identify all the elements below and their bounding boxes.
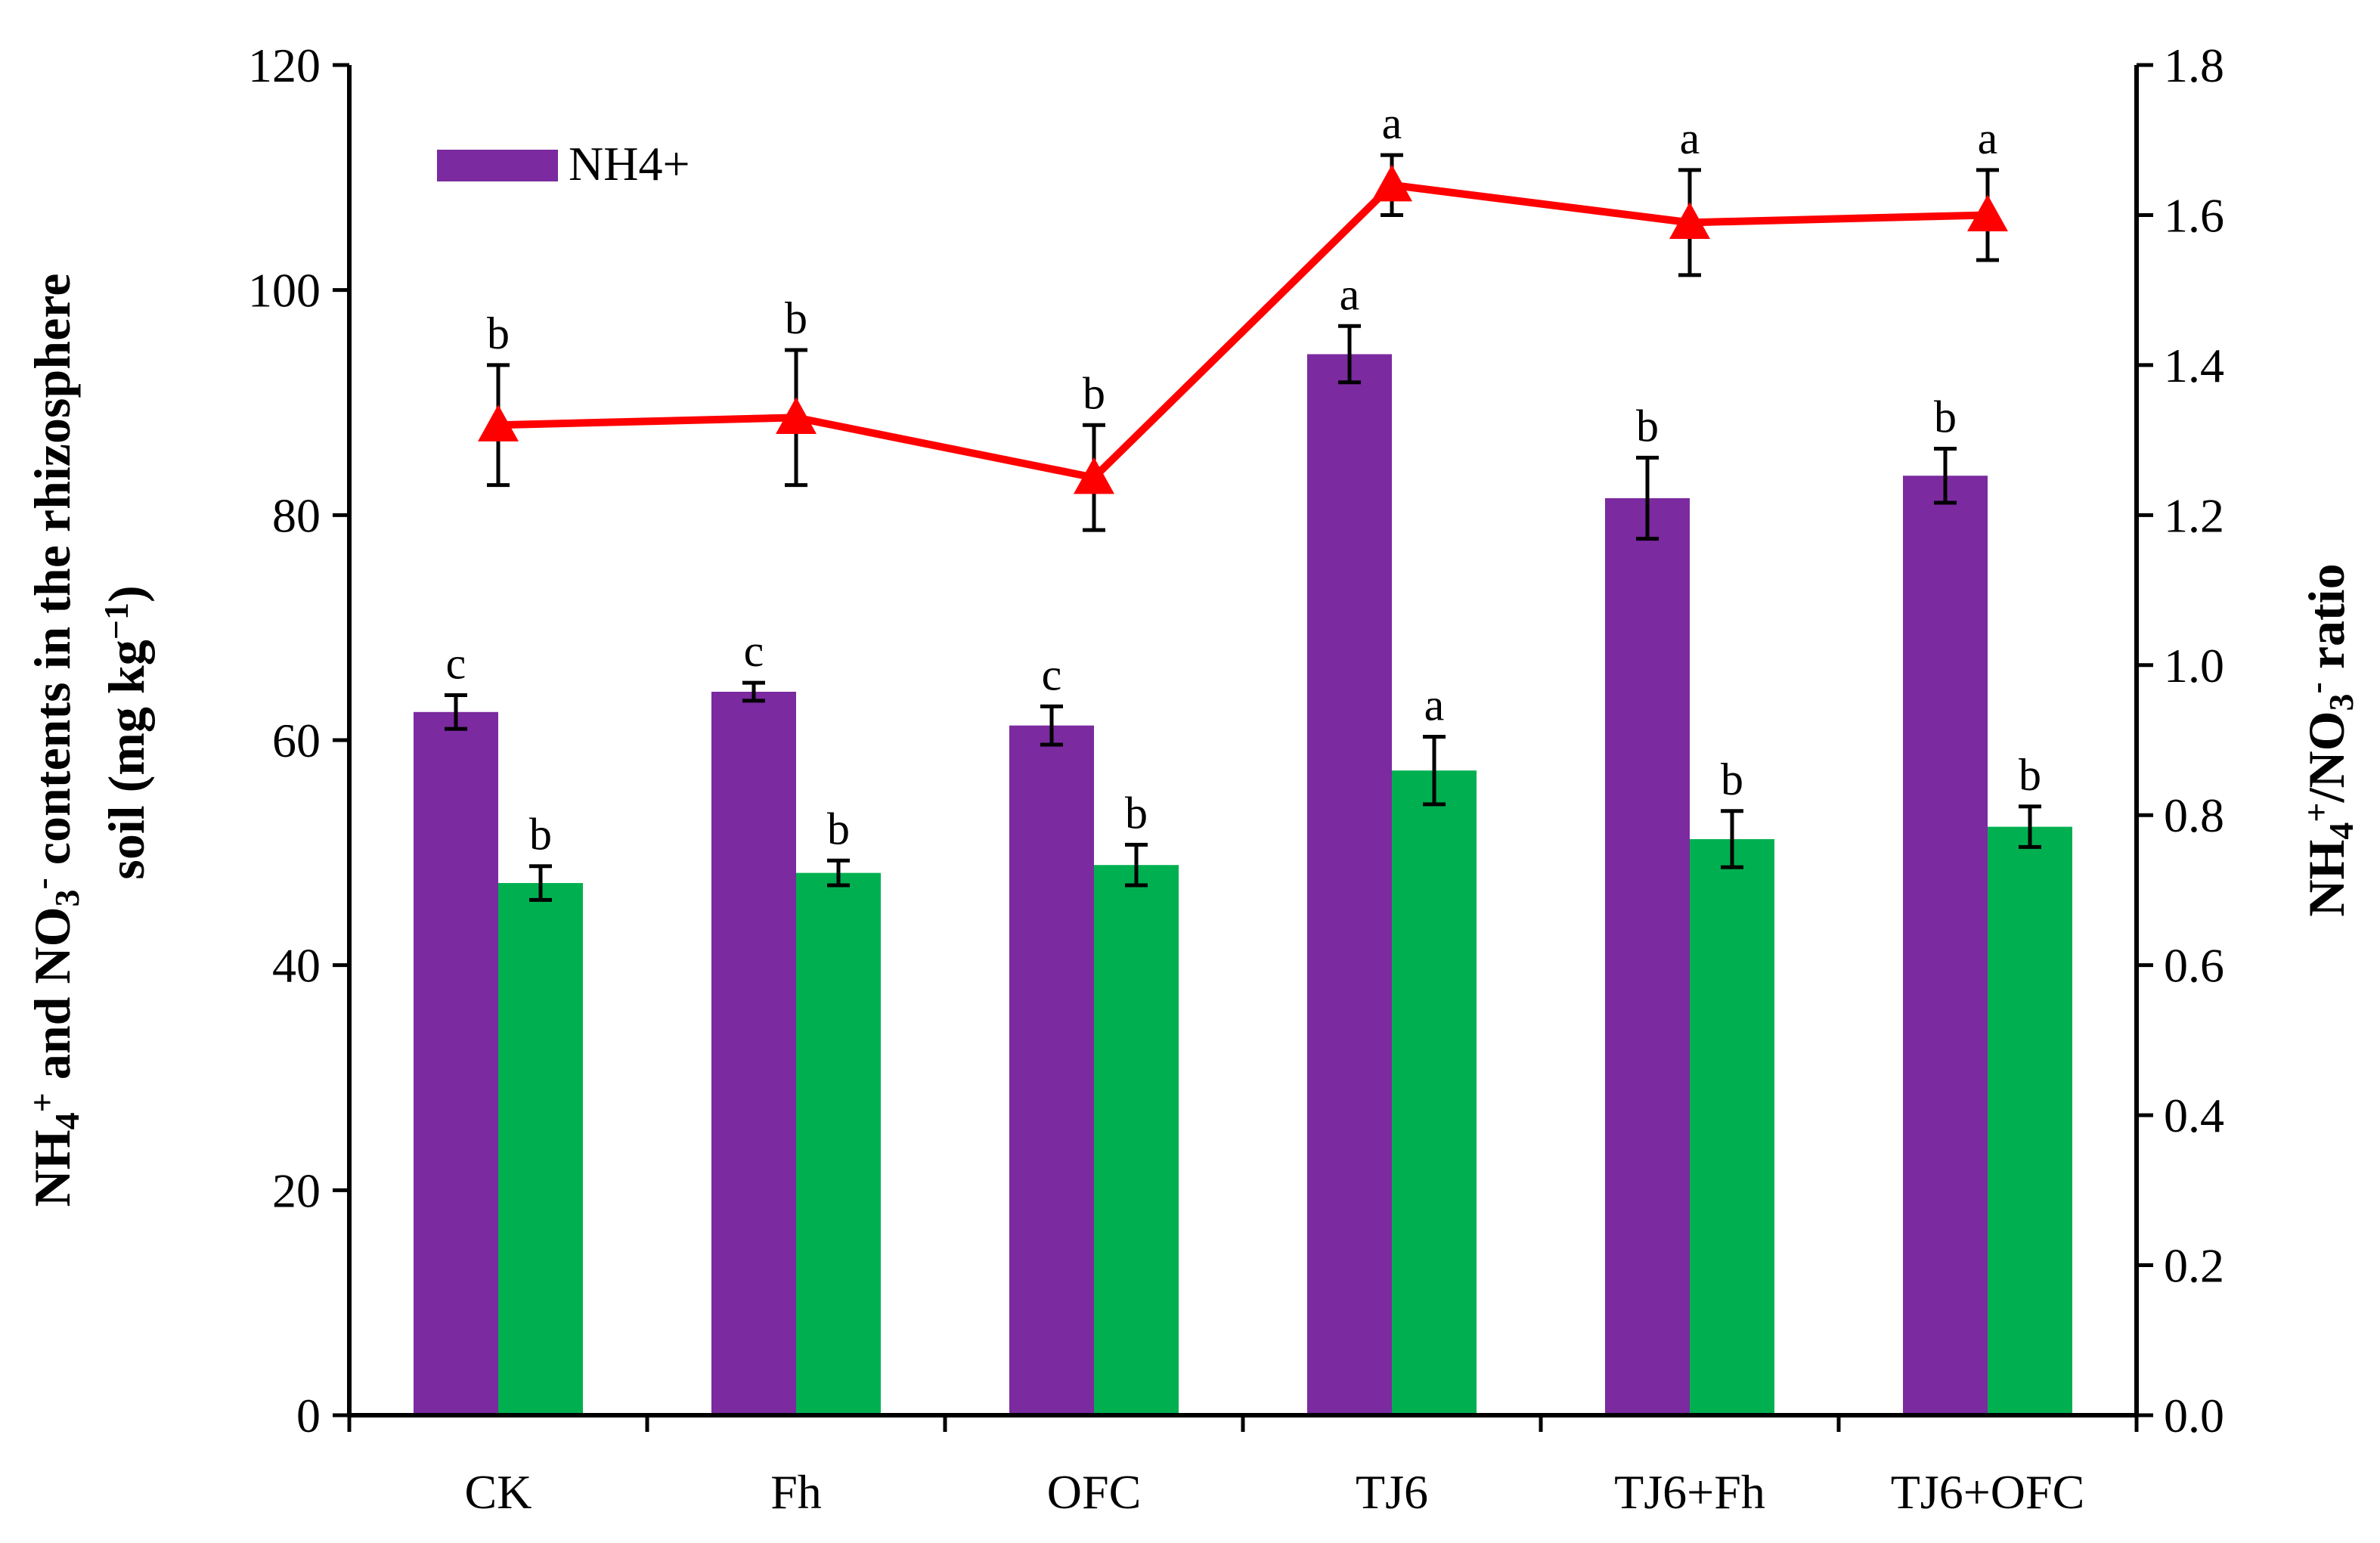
bar-nh4-ck	[414, 711, 498, 1415]
axis-title-part: soil (mg kg	[98, 640, 155, 879]
sig-label-ratio-tj6-fh: a	[1680, 113, 1700, 163]
axis-title-part: and NO	[23, 907, 81, 1093]
sig-label-nh4-tj6: a	[1340, 269, 1360, 319]
axis-title-part: -	[23, 878, 61, 889]
sig-label-no3-ofc: b	[1125, 788, 1148, 838]
y-left-tick-label-120: 120	[248, 39, 321, 92]
axis-title-part: )	[98, 585, 155, 603]
ratio-line	[497, 181, 1988, 482]
bar-no3-tj6-ofc	[1988, 826, 2072, 1415]
sig-label-ratio-fh: b	[785, 293, 807, 343]
y-left-tick-label-40: 40	[272, 939, 321, 993]
x-tick-label-tj6-ofc: TJ6+OFC	[1891, 1465, 2085, 1519]
axis-title-part: 4	[2322, 823, 2360, 840]
axis-title-part: NH	[23, 1129, 81, 1207]
x-tick-label-tj6-fh: TJ6+Fh	[1614, 1465, 1765, 1519]
bars-layer	[414, 324, 2072, 1416]
y-right-tick-label-0-6: 0.6	[2164, 939, 2224, 993]
axis-title-part: 4	[48, 1112, 86, 1129]
sig-label-no3-tj6-fh: b	[1721, 754, 1743, 804]
bar-no3-tj6	[1392, 770, 1477, 1415]
axis-title-part: NH	[2298, 840, 2355, 917]
sig-label-nh4-ofc: c	[1042, 649, 1062, 699]
axis-title-part: 3	[48, 890, 86, 907]
x-tick-label-ofc: OFC	[1047, 1465, 1142, 1519]
y-right-tick-label-0-0: 0.0	[2164, 1389, 2224, 1442]
sig-label-no3-ck: b	[529, 810, 552, 860]
bar-no3-fh	[796, 872, 881, 1415]
bar-no3-ck	[498, 883, 583, 1415]
bar-nh4-tj6-fh	[1605, 498, 1690, 1416]
y-right-tick-label-0-2: 0.2	[2164, 1239, 2224, 1293]
ratio-line-layer	[478, 153, 2008, 532]
sig-label-nh4-ck: c	[446, 638, 466, 688]
bar-nh4-fh	[711, 692, 796, 1415]
legend-swatch-nh4	[437, 150, 558, 181]
sig-label-no3-tj6-ofc: b	[2019, 750, 2041, 800]
y-axis-right-title: NH4+/NO3- ratio	[2297, 563, 2360, 916]
y-left-tick-label-20: 20	[272, 1163, 321, 1217]
sig-label-no3-tj6: a	[1424, 680, 1445, 730]
axis-title-part: +	[23, 1092, 61, 1112]
y-right-tick-label-1-2: 1.2	[2164, 488, 2224, 542]
axis-title-part: ratio	[2298, 563, 2355, 682]
axis-title-part: −1	[97, 603, 135, 640]
sig-label-ratio-ck: b	[487, 308, 510, 358]
ratio-marker-fh	[776, 397, 817, 434]
axis-title-part: contents in the rhizosphere	[23, 274, 81, 878]
ratio-marker-ck	[478, 404, 519, 442]
x-tick-label-tj6: TJ6	[1356, 1465, 1428, 1519]
sig-label-nh4-tj6-ofc: b	[1934, 392, 1957, 442]
y-left-tick-label-80: 80	[272, 488, 321, 542]
legend-label-nh4: NH4+	[569, 137, 690, 191]
axis-title-part: /NO	[2298, 711, 2355, 803]
axes-layer	[333, 63, 2153, 1432]
ratio-marker-tj6-ofc	[1967, 194, 2008, 232]
y-left-tick-label-60: 60	[272, 714, 321, 767]
axis-title-part: 3	[2322, 693, 2360, 711]
y-axis-left-title-line2: soil (mg kg−1)	[97, 585, 155, 879]
y-right-tick-label-1-8: 1.8	[2164, 39, 2224, 92]
axis-title-part: +	[2297, 802, 2335, 822]
ratio-marker-ofc	[1074, 457, 1114, 494]
sig-label-nh4-fh: c	[744, 626, 764, 676]
sig-label-nh4-tj6-fh: b	[1636, 401, 1659, 451]
bar-nh4-ofc	[1009, 725, 1094, 1415]
axis-title-part: -	[2297, 682, 2335, 693]
y-left-tick-label-100: 100	[248, 264, 321, 318]
y-right-tick-label-0-8: 0.8	[2164, 789, 2224, 842]
ratio-marker-tj6	[1371, 164, 1412, 202]
y-left-tick-label-0: 0	[296, 1389, 321, 1442]
ratio-marker-tj6-fh	[1669, 202, 1710, 239]
bar-no3-tj6-fh	[1690, 838, 1774, 1415]
bar-nh4-tj6-ofc	[1903, 476, 1988, 1415]
labels-layer: c c c a b b b b b a b b b b b a a a 0 20 40 60 80 100 120 0.0 0.2 0…	[248, 39, 2224, 1519]
x-tick-label-fh: Fh	[770, 1465, 822, 1519]
x-tick-label-ck: CK	[465, 1465, 532, 1519]
y-right-tick-label-0-4: 0.4	[2164, 1089, 2224, 1142]
sig-label-no3-fh: b	[827, 804, 850, 854]
sig-label-ratio-ofc: b	[1083, 368, 1105, 418]
y-axis-left-title: NH4+ and NO3- contents in the rhizospher…	[23, 274, 85, 1207]
bar-nh4-tj6	[1307, 354, 1392, 1415]
sig-label-ratio-tj6-ofc: a	[1978, 113, 1998, 163]
legend: NH4+	[437, 137, 690, 191]
y-right-tick-label-1-4: 1.4	[2164, 339, 2224, 392]
y-right-tick-label-1-6: 1.6	[2164, 188, 2224, 242]
y-right-tick-label-1-0: 1.0	[2164, 639, 2224, 692]
bar-no3-ofc	[1094, 865, 1179, 1415]
sig-label-ratio-tj6: a	[1382, 98, 1402, 148]
